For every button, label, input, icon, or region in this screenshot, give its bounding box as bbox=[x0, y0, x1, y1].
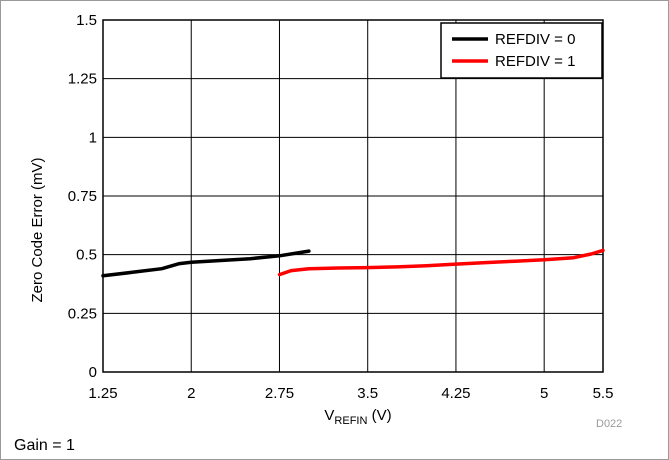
y-tick-label: 1 bbox=[89, 129, 97, 146]
y-tick-label: 0.25 bbox=[68, 305, 97, 322]
footer-note: Gain = 1 bbox=[14, 437, 75, 454]
plot-area-border bbox=[102, 19, 604, 373]
x-tick-label: 1.25 bbox=[88, 385, 117, 402]
series-layer bbox=[101, 248, 605, 278]
legend-label-refdiv-1: REFDIV = 1 bbox=[495, 53, 575, 70]
y-axis-label: Zero Code Error (mV) bbox=[29, 157, 46, 302]
x-tick-label: 2 bbox=[187, 385, 195, 402]
y-tick-labels: 0 0.25 0.5 0.75 1 1.25 1.5 bbox=[68, 12, 97, 381]
legend-label-refdiv-0: REFDIV = 0 bbox=[495, 31, 575, 48]
x-tick-label: 5 bbox=[540, 385, 548, 402]
series-line-1 bbox=[277, 248, 605, 277]
series-line-0 bbox=[101, 249, 311, 278]
legend-box bbox=[440, 22, 603, 79]
x-axis-label-unit: (V) bbox=[367, 407, 391, 424]
x-tick-label: 5.5 bbox=[593, 385, 614, 402]
y-tick-label: 1.25 bbox=[68, 71, 97, 88]
y-tick-label: 1.5 bbox=[76, 12, 97, 29]
x-axis-label-subscript: REFIN bbox=[334, 415, 367, 427]
x-tick-label: 2.75 bbox=[265, 385, 294, 402]
y-tick-label: 0.5 bbox=[76, 247, 97, 264]
legend: REFDIV = 0 REFDIV = 1 bbox=[440, 22, 603, 79]
x-axis-label-main: V bbox=[324, 407, 334, 424]
figure-code: D022 bbox=[596, 418, 622, 430]
x-axis-label: VREFIN (V) bbox=[324, 407, 391, 427]
y-tick-label: 0.75 bbox=[68, 188, 97, 205]
x-tick-label: 4.25 bbox=[441, 385, 470, 402]
x-tick-labels: 1.25 2 2.75 3.5 4.25 5 5.5 bbox=[88, 385, 613, 402]
y-tick-label: 0 bbox=[89, 364, 97, 381]
x-tick-label: 3.5 bbox=[357, 385, 378, 402]
